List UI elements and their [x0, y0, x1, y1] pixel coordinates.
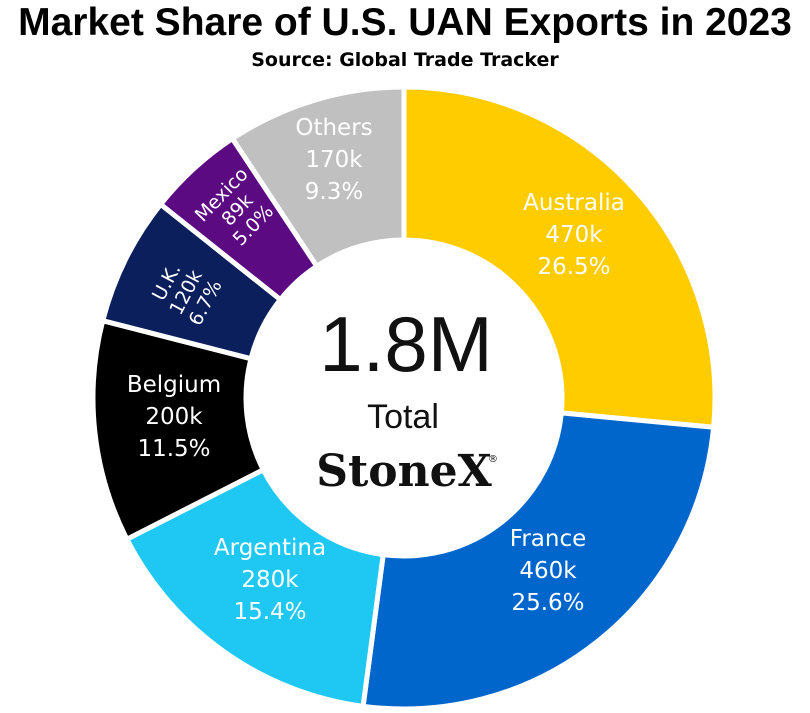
slice-value: 470k [545, 222, 603, 248]
slice-name: Argentina [214, 535, 326, 561]
center-total-value: 1.8M [319, 300, 492, 388]
chart-subtitle: Source: Global Trade Tracker [251, 49, 559, 71]
slice-percent: 11.5% [137, 436, 210, 462]
slice-percent: 15.4% [233, 599, 306, 625]
slice-value: 200k [145, 404, 203, 430]
slice-france [360, 410, 717, 712]
slice-label-australia: Australia 470k 26.5% [523, 190, 625, 280]
slice-name: Others [295, 115, 372, 141]
slice-others [229, 84, 407, 269]
slice-label-others: Others 170k 9.3% [295, 115, 372, 205]
slice-percent: 26.5% [537, 254, 610, 280]
slice-percent: 25.6% [511, 590, 584, 616]
chart-title: Market Share of U.S. UAN Exports in 2023 [18, 1, 792, 44]
slice-label-argentina: Argentina 280k 15.4% [214, 535, 326, 625]
slice-label-france: France 460k 25.6% [510, 526, 586, 616]
slice-name: Australia [523, 190, 625, 216]
slice-belgium [90, 318, 266, 542]
slice-percent: 9.3% [305, 179, 363, 205]
slice-value: 280k [241, 567, 299, 593]
slice-value: 460k [519, 558, 577, 584]
center-total-label: Total [367, 398, 439, 436]
slice-name: France [510, 526, 586, 552]
donut-slices [90, 84, 718, 712]
slice-name: Belgium [127, 372, 221, 398]
slice-value: 170k [305, 147, 363, 173]
slice-australia [401, 84, 718, 430]
stonex-logo-registered-mark: ® [488, 454, 498, 465]
slice-argentina [124, 467, 386, 709]
stonex-logo: StoneX [316, 446, 492, 497]
slice-labels: Australia 470k 26.5% France 460k 25.6% Argenti… [127, 115, 625, 625]
slice-label-belgium: Belgium 200k 11.5% [127, 372, 221, 462]
